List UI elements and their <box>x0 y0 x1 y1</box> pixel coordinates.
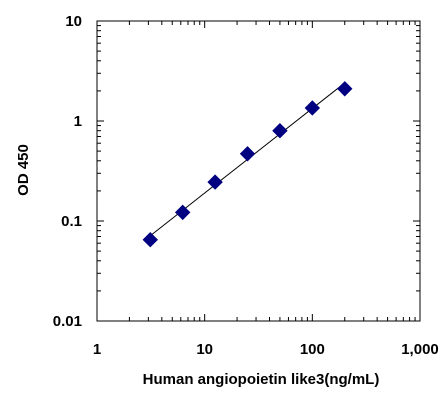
data-point <box>174 204 191 221</box>
y-axis-label: OD 450 <box>15 144 32 196</box>
axes <box>96 20 421 322</box>
data-point <box>272 122 288 139</box>
y-tick-label: 0.01 <box>53 313 82 330</box>
x-tick-label: 100 <box>300 341 325 358</box>
data-point <box>239 146 256 162</box>
data-point <box>304 100 321 116</box>
x-tick-label: 10 <box>196 341 213 358</box>
data-point <box>207 174 223 190</box>
data-points <box>142 81 353 248</box>
y-tick-label: 10 <box>65 13 82 30</box>
x-tick-label: 1 <box>93 341 101 358</box>
ticks <box>96 21 420 322</box>
y-tick-label: 0.1 <box>61 213 82 230</box>
plot-frame <box>96 20 421 322</box>
tick-labels: 1 10 100 1,000 0.01 0.1 1 10 <box>53 13 439 358</box>
data-point <box>142 232 158 248</box>
x-axis-label: Human angiopoietin like3(ng/mL) <box>143 371 380 388</box>
x-tick-label: 1,000 <box>401 341 439 358</box>
data-point <box>337 81 353 97</box>
y-tick-label: 1 <box>74 113 82 130</box>
